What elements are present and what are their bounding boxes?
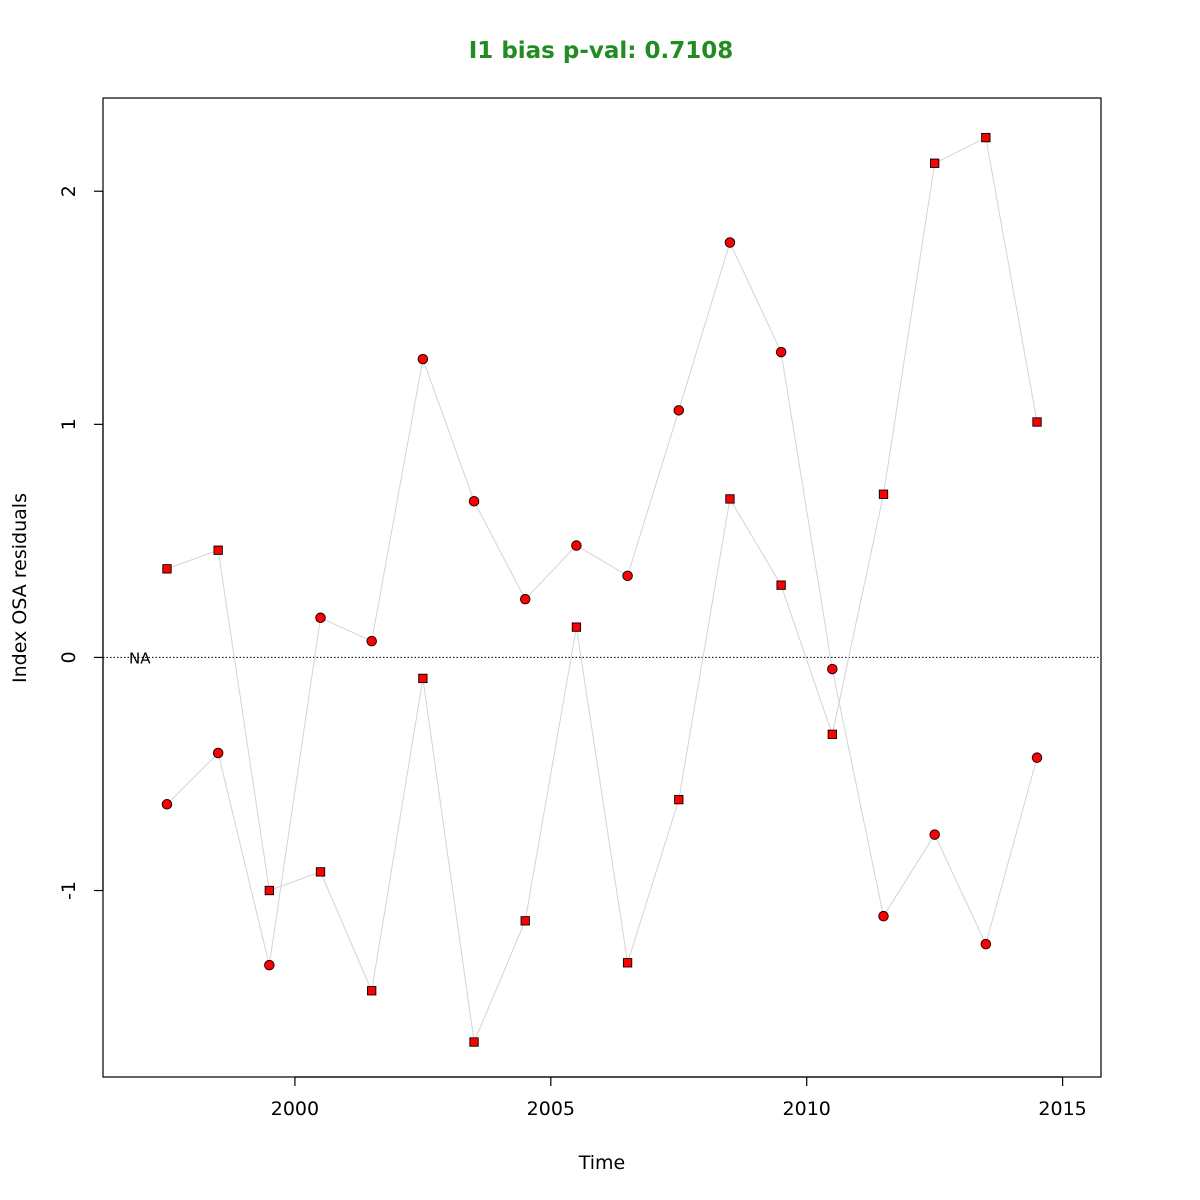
x-tick-label: 2010 [783, 1098, 831, 1120]
data-point [878, 489, 889, 499]
x-tick-label: 2015 [1038, 1098, 1086, 1120]
data-point [520, 916, 530, 926]
axes: 2000 2005 2010 2015 -1 0 1 2 NA [58, 185, 1101, 1120]
data-point [622, 958, 633, 968]
y-tick-label: 2 [58, 185, 80, 197]
data-point [571, 540, 582, 551]
data-point [724, 237, 736, 248]
chart-title: I1 bias p-val: 0.7108 [469, 38, 734, 64]
series-1-line [166, 241, 1038, 966]
x-axis-label: Time [578, 1152, 626, 1174]
series-points [161, 132, 1043, 1047]
data-point [776, 580, 786, 590]
data-point [725, 494, 735, 504]
y-tick-label: 0 [58, 651, 80, 663]
data-point [519, 593, 531, 605]
plot-frame [102, 97, 1102, 1078]
data-point [417, 353, 429, 365]
data-point [571, 622, 582, 632]
y-axis-label: Index OSA residuals [9, 493, 31, 683]
data-point [469, 1037, 479, 1047]
series-2-line [166, 136, 1038, 1044]
na-label: NA [129, 649, 151, 667]
data-point [213, 545, 223, 555]
data-point [930, 158, 940, 168]
data-point [674, 794, 684, 805]
data-point [827, 663, 838, 675]
data-point [1032, 417, 1042, 427]
data-point [622, 570, 633, 582]
x-tick-label: 2005 [527, 1098, 575, 1120]
data-point [775, 346, 787, 358]
data-point [162, 564, 172, 574]
data-point [827, 729, 837, 740]
data-point [418, 673, 428, 684]
data-point [212, 747, 224, 759]
data-point [1031, 752, 1043, 763]
data-point [878, 910, 889, 922]
data-point [366, 635, 377, 647]
data-point [315, 612, 326, 624]
data-point [161, 799, 173, 810]
x-tick-label: 2000 [271, 1098, 319, 1120]
data-point [929, 829, 940, 840]
series-lines [166, 136, 1038, 1044]
y-tick-label: 1 [58, 418, 80, 430]
data-point [981, 132, 991, 143]
y-tick-label: -1 [58, 881, 80, 900]
data-point [315, 867, 326, 877]
data-point [367, 986, 377, 996]
data-point [264, 959, 275, 971]
data-point [264, 885, 274, 896]
data-point [980, 938, 992, 950]
data-point [468, 496, 480, 507]
data-point [673, 405, 685, 416]
